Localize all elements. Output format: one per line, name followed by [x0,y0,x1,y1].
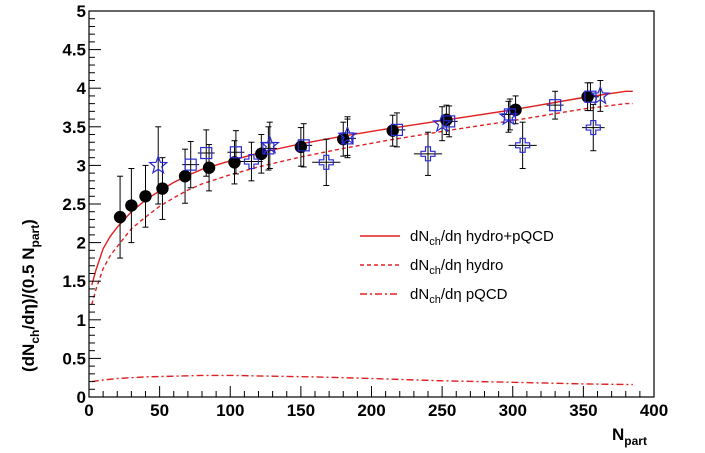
square-point [341,132,354,145]
cross-point [515,137,531,153]
cross-point [318,154,334,170]
circle-point [113,210,127,224]
y-axis-title: (dNch/dη)/(0.5 Npart) [19,219,42,372]
curve-layer [91,90,633,386]
star-point [590,85,611,105]
y-tick-label: 2 [77,234,86,253]
y-tick-label: 0.5 [62,349,86,368]
curve-line-0 [91,90,633,286]
y-tick-label: 0 [77,388,86,407]
legend-label-hydro-pqcd: dNch/dη hydro+pQCD [410,228,554,248]
square-point [184,158,197,171]
circle-point [156,182,169,195]
curve-line-2 [91,374,633,386]
legend-label-hydro: dNch/dη hydro [410,257,503,277]
square-point [390,123,404,136]
y-tick-label: 3.5 [62,118,86,137]
circle-point [139,190,152,203]
star-point [432,113,453,133]
star-point [337,125,358,145]
y-tick-labels: 0 0.5 1 1.5 2 2.5 3 3.5 4 4.5 5 [62,2,86,407]
x-tick-label: 300 [499,401,527,420]
cross-point [243,153,260,170]
y-tick-label: 4.5 [62,41,86,60]
x-tick-label: 350 [569,401,597,420]
star-point [498,106,519,126]
x-tick-label: 200 [357,401,385,420]
y-tick-label: 3 [77,156,86,175]
square-point [549,99,562,112]
legend: dNch/dη hydro+pQCD dNch/dη hydro dNch/dη… [360,228,554,306]
circle-point [178,170,192,183]
x-axis-title: Npart [612,425,647,448]
curve-line-1 [91,102,633,305]
y-tick-label: 1 [77,311,86,330]
x-tick-label: 150 [287,401,315,420]
x-tick-label: 50 [150,401,169,420]
y-tick-label: 2.5 [62,195,86,214]
legend-label-pqcd: dNch/dη pQCD [410,286,508,306]
circle-point [581,90,594,103]
x-tick-labels: 0 50 100 150 200 250 300 350 400 [84,401,668,420]
y-tick-label: 4 [77,79,87,98]
x-tick-label: 400 [640,401,668,420]
x-tick-label: 100 [216,401,244,420]
square-point [297,139,310,152]
x-tick-label: 250 [428,401,456,420]
circle-point [228,156,241,169]
circle-point [202,161,216,174]
square-point [443,115,456,128]
x-tick-label: 0 [84,401,93,420]
y-tick-label: 5 [77,2,86,21]
axis-ticks [88,10,655,398]
square-point [229,146,242,159]
star-point [259,134,281,154]
star-point [148,154,169,175]
cross-point [585,119,601,136]
y-tick-label: 1.5 [62,272,86,291]
circle-point [125,199,138,212]
cross-point [420,146,436,162]
square-point [200,146,213,160]
marker-layer [113,85,611,224]
circle-point [386,124,399,137]
